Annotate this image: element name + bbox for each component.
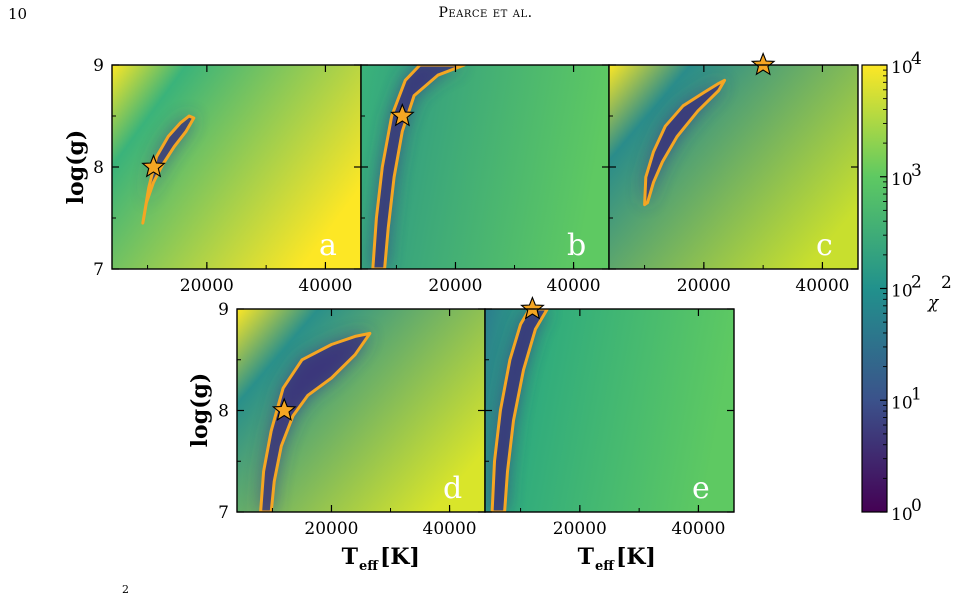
panel-d: d 20000 40000 7 8 9 [218, 300, 486, 539]
x-axis-title-left-main: T [342, 544, 359, 570]
colorbar-tick-label: 10 [891, 170, 913, 190]
panel-e-x-tick-label: 40000 [671, 519, 725, 539]
colorbar-tick-label: 10 [891, 505, 913, 525]
panel-a-x-tick-label: 40000 [298, 276, 352, 296]
panel-c-x-tick-label: 40000 [795, 276, 849, 296]
colorbar-tick-label: 10 [891, 282, 913, 302]
panel-d-y-tick-label: 8 [218, 402, 229, 422]
panel-d-x-tick-label: 40000 [423, 519, 477, 539]
y-axis-title-bottom: log(g) [187, 373, 213, 448]
panel-c-x-tick-label: 20000 [677, 276, 731, 296]
panel-b-best-fit-star [389, 102, 415, 127]
panel-a-best-fit-star [141, 153, 166, 178]
panel-d-y-tick-label: 9 [218, 300, 229, 320]
x-axis-title-right-main: T [578, 544, 595, 570]
running-head: Pearce et al. [438, 5, 533, 21]
panel-c-label: c [816, 228, 833, 263]
panel-b-label: b [567, 228, 586, 263]
panels-layer: a 20000 40000 7 8 9 b 20000 40000 c 20000 40000 d 200… [93, 51, 859, 539]
x-axis-title-left-unit: [K] [380, 544, 420, 570]
panel-e: e 20000 40000 [484, 295, 735, 539]
panel-b: b 20000 40000 [360, 64, 610, 296]
colorbar-tick-exponent: 0 [911, 496, 922, 516]
panel-a-y-tick-label: 7 [93, 260, 104, 280]
panel-b-x-tick-label: 20000 [428, 276, 482, 296]
colorbar-label-exponent: 2 [941, 273, 952, 293]
panel-d-x-tick-label: 20000 [304, 519, 358, 539]
panel-c-best-fit-star [750, 51, 776, 76]
x-axis-title-right-unit: [K] [616, 544, 656, 570]
panel-b-x-tick-label: 40000 [547, 276, 601, 296]
panel-e-contour [490, 309, 549, 512]
colorbar-label-chi: χ [927, 293, 940, 313]
y-axis-title-top: log(g) [63, 130, 89, 205]
panel-e-minimum-region [492, 309, 548, 512]
x-axis-title-left-sub: eff [359, 559, 379, 574]
x-axis-title-right-sub: eff [595, 559, 615, 574]
panel-c-contour [643, 78, 727, 207]
panel-e-label: e [692, 471, 710, 506]
panel-a-x-tick-label: 20000 [180, 276, 234, 296]
panel-a-contour [141, 114, 196, 225]
panel-d-best-fit-star [271, 397, 297, 422]
panel-e-x-tick-label: 20000 [553, 519, 607, 539]
caption-fragment: 2 [122, 583, 129, 596]
axes-layer: log(g) log(g) T eff [K] T eff [K] [63, 130, 656, 574]
colorbar-tick-label: 10 [891, 393, 913, 413]
panel-a-label: a [319, 228, 337, 263]
panel-a: a 20000 40000 7 8 9 [93, 56, 362, 296]
panel-c: c 20000 40000 [608, 51, 859, 296]
colorbar-tick-exponent: 3 [911, 161, 922, 181]
colorbar-tick-exponent: 2 [911, 273, 922, 293]
panel-e-best-fit-star [520, 295, 545, 320]
colorbar-tick-label: 10 [891, 58, 913, 78]
panel-a-y-tick-label: 9 [93, 56, 104, 76]
panel-b-contour [371, 65, 466, 269]
panel-d-y-tick-label: 7 [218, 503, 229, 523]
colorbar-tick-exponent: 1 [911, 384, 922, 404]
colorbar-tick-exponent: 4 [911, 49, 922, 69]
panel-a-y-tick-label: 8 [93, 158, 104, 178]
page-number: 10 [8, 5, 28, 23]
panel-d-label: d [443, 471, 462, 506]
